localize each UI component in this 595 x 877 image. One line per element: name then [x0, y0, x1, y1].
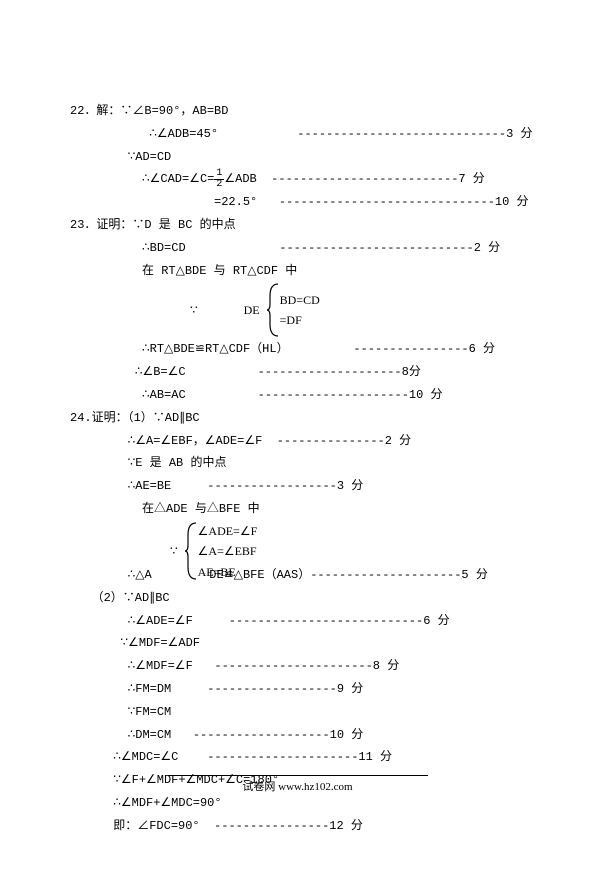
q22-line5: =22.5° ------------------------------10 …	[70, 191, 545, 214]
q22-line3: ∵AD=CD	[70, 146, 545, 169]
q24-line-p1: 24.证明：（1）∵AD∥BC	[70, 407, 545, 430]
q22-num: 22．	[70, 104, 96, 118]
q24-line6: ∴∠ADE=∠F ---------------------------6 分	[70, 610, 545, 633]
brace-left-label: DE	[244, 299, 260, 322]
q24-line10: ∵FM=CM	[70, 701, 545, 724]
q24-line9: ∴FM=DM ------------------9 分	[70, 678, 545, 701]
q24-line14: ∴∠MDF+∠MDC=90°	[70, 792, 545, 815]
q24-line8: ∴∠MDF=∠F ----------------------8 分	[70, 655, 545, 678]
q23-line3: 在 RT△BDE 与 RT△CDF 中	[70, 260, 545, 283]
q23-num: 23．	[70, 218, 96, 232]
q23-line2: ∴BD=CD ---------------------------2 分	[70, 237, 545, 260]
brace-item: BD=CD	[280, 290, 320, 310]
q24-line7: ∵∠MDF=∠ADF	[70, 632, 545, 655]
footer-divider	[168, 775, 428, 776]
footer-text: 试卷网 www.hz102.com	[242, 781, 352, 793]
brace-item: =DF	[280, 310, 320, 330]
q24-line5: ∴△A DE≌△BFE（AAS）---------------------5 分	[70, 564, 545, 587]
q23-line5: ∴∠B=∠C --------------------8分	[70, 361, 545, 384]
q24-line1: ∴∠A=∠EBF，∠ADE=∠F ---------------2 分	[70, 430, 545, 453]
q24-line-p2: （2）∵AD∥BC	[70, 587, 545, 610]
q23-brace-group: ∵ DE BD=CD =DF	[190, 282, 545, 338]
q24-line15: 即：∠FDC=90° ----------------12 分	[70, 815, 545, 838]
page-footer: 试卷网 www.hz102.com	[0, 775, 595, 794]
left-brace-icon	[266, 282, 280, 338]
q22-line4: ∴∠CAD=∠C=12∠ADB ------------------------…	[70, 168, 545, 191]
brace-item: ∠ADE=∠F	[198, 521, 258, 541]
q22-line1: 22．解：∵∠B=90°，AB=BD	[70, 100, 545, 123]
brace-item: ∠A=∠EBF	[198, 541, 258, 561]
because-symbol: ∵	[190, 299, 198, 322]
q24-line2: ∵E 是 AB 的中点	[70, 452, 545, 475]
q23-line4: ∴RT△BDE≌RT△CDF（HL） ----------------6 分	[70, 338, 545, 361]
document-body: 22．解：∵∠B=90°，AB=BD ∴∠ADB=45° -----------…	[0, 0, 595, 877]
q24-line3: ∴AE=BE ------------------3 分	[70, 475, 545, 498]
q24-line11: ∴DM=CM -------------------10 分	[70, 724, 545, 747]
q24-line12: ∴∠MDC=∠C ---------------------11 分	[70, 746, 545, 769]
because-symbol: ∵	[170, 540, 178, 563]
q23-line6: ∴AB=AC ---------------------10 分	[70, 384, 545, 407]
q24-num: 24.	[70, 411, 92, 425]
q22-line2: ∴∠ADB=45° -----------------------------3…	[70, 123, 545, 146]
q23-line1: 23．证明：∵D 是 BC 的中点	[70, 214, 545, 237]
q24-line4: 在△ADE 与△BFE 中	[70, 498, 545, 521]
